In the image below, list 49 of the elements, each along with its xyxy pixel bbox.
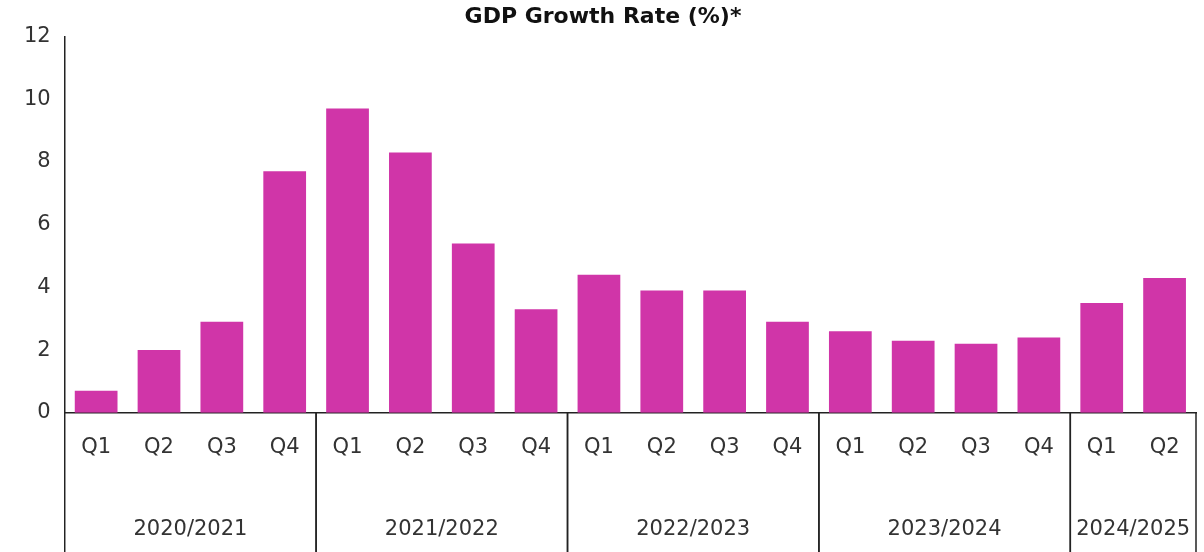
x-tick-label: Q3 — [709, 433, 740, 458]
chart-title: GDP Growth Rate (%)* — [464, 2, 742, 28]
x-tick-label: Q1 — [583, 433, 614, 458]
x-tick-label: Q2 — [395, 433, 426, 458]
x-tick-label: Q4 — [1023, 433, 1054, 458]
bar — [828, 331, 872, 413]
x-tick-label: Q3 — [458, 433, 489, 458]
x-tick-label: Q1 — [81, 433, 112, 458]
x-tick-label: Q4 — [269, 433, 300, 458]
bar — [389, 152, 432, 413]
bar — [1017, 337, 1061, 413]
y-tick-label: 8 — [37, 148, 51, 173]
bar — [451, 243, 495, 413]
bar — [74, 390, 118, 413]
y-tick-label: 10 — [23, 85, 51, 110]
y-tick-label: 4 — [37, 273, 51, 298]
bar — [703, 290, 746, 413]
y-tick-label: 2 — [37, 336, 51, 361]
x-tick-label: Q2 — [1149, 433, 1180, 458]
text: 2024/2025 — [1076, 516, 1191, 541]
bar — [640, 290, 684, 413]
x-tick-label: Q4 — [521, 433, 552, 458]
x-tick-label: Q2 — [144, 433, 174, 458]
text: 2021/2022 — [384, 516, 499, 541]
bar — [577, 274, 621, 413]
bar — [263, 171, 307, 413]
bar — [137, 350, 181, 413]
bar — [891, 340, 935, 413]
x-tick-label: Q3 — [961, 433, 991, 458]
y-tick-label: 6 — [37, 211, 51, 236]
bar — [954, 343, 998, 413]
bar — [326, 108, 369, 413]
x-tick-label: Q1 — [332, 433, 363, 458]
x-tick-label: Q2 — [898, 433, 929, 458]
x-tick-label: Q2 — [646, 433, 677, 458]
bar — [514, 309, 558, 413]
bar — [200, 321, 244, 413]
text: 2022/2023 — [636, 516, 751, 541]
bar — [1143, 277, 1186, 413]
x-tick-label: Q1 — [835, 433, 866, 458]
y-tick-label: 12 — [23, 22, 51, 47]
x-tick-label: Q4 — [772, 433, 803, 458]
text: 2020/2021 — [133, 516, 248, 541]
x-tick-label: Q1 — [1086, 433, 1117, 458]
bar — [766, 321, 809, 413]
y-tick-label: 0 — [37, 399, 51, 424]
x-tick-label: Q3 — [206, 433, 237, 458]
bar — [1080, 303, 1124, 413]
text: 2023/2024 — [887, 516, 1002, 541]
